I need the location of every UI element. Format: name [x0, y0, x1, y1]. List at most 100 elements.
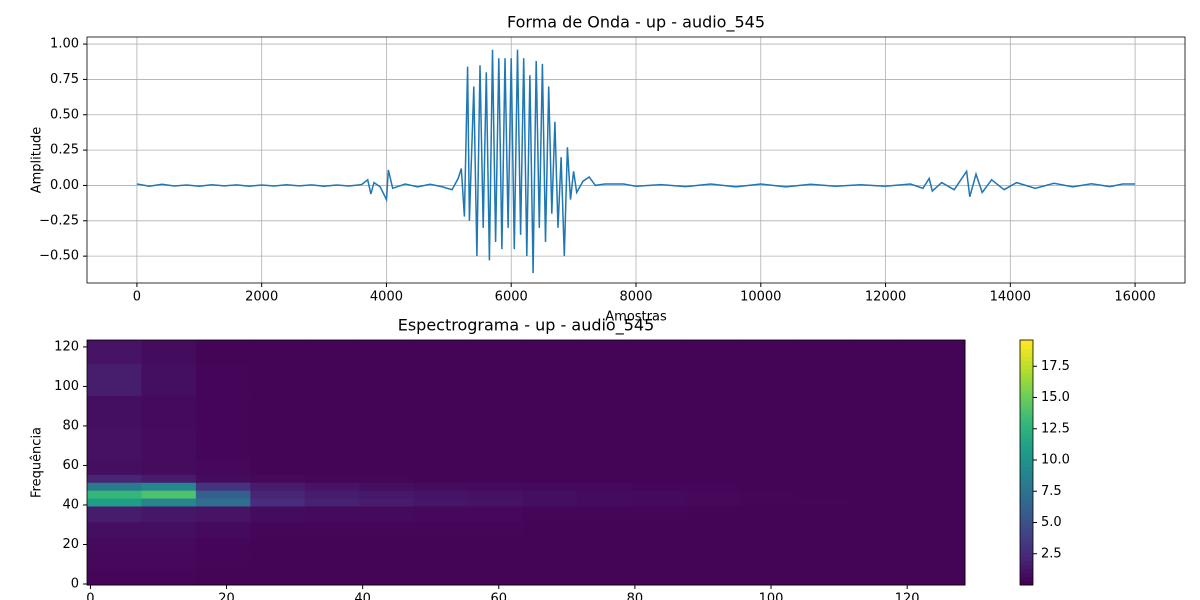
heatmap-cell: [794, 498, 850, 507]
colorbar-swatch: [1020, 515, 1033, 521]
y-tick-label: 60: [62, 458, 79, 473]
colorbar-swatch: [1020, 487, 1033, 492]
y-tick-label: −0.25: [39, 213, 79, 228]
heatmap-cell: [87, 340, 142, 365]
heatmap-cell: [195, 426, 251, 460]
colorbar-swatch: [1020, 527, 1033, 533]
heatmap-cell: [304, 363, 360, 396]
heatmap-cell: [522, 569, 578, 586]
x-tick-label: 40: [354, 592, 371, 600]
colorbar-swatch: [1020, 544, 1033, 549]
heatmap-cell: [468, 521, 524, 539]
waveform-line: [136, 49, 1136, 274]
heatmap-cell: [195, 395, 251, 428]
heatmap-cell: [903, 458, 966, 475]
heatmap-cell: [141, 474, 197, 483]
heatmap-cell: [413, 521, 469, 539]
heatmap-cell: [794, 521, 850, 539]
colorbar-tick-label: 12.5: [1041, 421, 1070, 436]
heatmap-cell: [304, 498, 360, 507]
heatmap-cell: [413, 395, 469, 428]
y-tick-label: 0.25: [50, 143, 79, 158]
heatmap-cell: [522, 553, 578, 570]
heatmap-cell: [304, 569, 360, 586]
colorbar-swatch: [1020, 450, 1033, 455]
heatmap-cell: [631, 537, 687, 554]
heatmap-cell: [849, 363, 905, 396]
heatmap-cell: [685, 458, 741, 475]
heatmap-cell: [685, 363, 741, 396]
colorbar-swatch: [1020, 560, 1033, 566]
colorbar-swatch: [1020, 438, 1033, 443]
heatmap-cell: [141, 363, 197, 396]
x-tick-label: 60: [491, 592, 508, 600]
heatmap-cell: [304, 340, 360, 365]
heatmap-cell: [577, 569, 632, 586]
heatmap-cell: [250, 482, 306, 491]
heatmap-cell: [250, 426, 306, 460]
heatmap-cell: [250, 498, 306, 507]
heatmap-cell: [468, 490, 524, 499]
heatmap-cell: [740, 521, 796, 539]
heatmap-cell: [195, 363, 251, 396]
heatmap-cell: [195, 458, 251, 475]
colorbar-swatch: [1020, 421, 1033, 427]
colorbar-swatch: [1020, 413, 1033, 419]
heatmap-cell: [577, 482, 632, 491]
colorbar-swatch: [1020, 470, 1033, 476]
x-tick-label: 10000: [740, 290, 781, 305]
heatmap-cell: [794, 553, 850, 570]
heatmap-cell: [87, 426, 142, 460]
colorbar-swatch: [1020, 376, 1033, 382]
colorbar-swatch: [1020, 405, 1033, 410]
heatmap-cell: [740, 340, 796, 365]
x-tick-label: 0: [133, 290, 141, 305]
heatmap-cell: [359, 521, 415, 539]
heatmap-cell: [250, 553, 306, 570]
heatmap-cell: [468, 340, 524, 365]
heatmap-cell: [413, 363, 469, 396]
heatmap-cell: [522, 474, 578, 483]
heatmap-cell: [685, 521, 741, 539]
heatmap-cell: [250, 490, 306, 499]
heatmap-cell: [577, 505, 632, 523]
y-tick-label: −0.50: [39, 249, 79, 264]
heatmap-cell: [685, 537, 741, 554]
colorbar-swatch: [1020, 474, 1033, 480]
heatmap-cell: [740, 553, 796, 570]
heatmap-cell: [141, 340, 197, 365]
heatmap-cell: [195, 521, 251, 539]
heatmap-cell: [631, 569, 687, 586]
colorbar-swatch: [1020, 409, 1033, 414]
plot-frame: [86, 339, 966, 586]
heatmap-cell: [685, 498, 741, 507]
x-tick-label: 120: [895, 592, 920, 600]
heatmap-cell: [195, 505, 251, 523]
heatmap-cell: [413, 490, 469, 499]
heatmap-cell: [740, 505, 796, 523]
chart-title: Espectrograma - up - audio_545: [398, 316, 655, 336]
colorbar-swatch: [1020, 368, 1033, 374]
heatmap-cell: [141, 426, 197, 460]
heatmap-cell: [903, 426, 966, 460]
heatmap-cell: [195, 537, 251, 554]
heatmap-cell: [522, 490, 578, 499]
heatmap-cell: [522, 521, 578, 539]
heatmap-cell: [141, 569, 197, 586]
heatmap-cell: [413, 569, 469, 586]
heatmap-cell: [359, 426, 415, 460]
heatmap-cell: [849, 458, 905, 475]
heatmap-cell: [413, 482, 469, 491]
x-tick-label: 16000: [1114, 290, 1155, 305]
heatmap-cell: [141, 537, 197, 554]
heatmap-cell: [141, 482, 197, 491]
heatmap-cell: [903, 482, 966, 491]
heatmap-cell: [577, 498, 632, 507]
heatmap-cell: [141, 395, 197, 428]
heatmap-cell: [468, 482, 524, 491]
heatmap-cell: [577, 490, 632, 499]
y-tick-label: 120: [54, 339, 79, 354]
colorbar-swatch: [1020, 344, 1033, 349]
heatmap-cell: [359, 569, 415, 586]
x-tick-label: 14000: [990, 290, 1031, 305]
